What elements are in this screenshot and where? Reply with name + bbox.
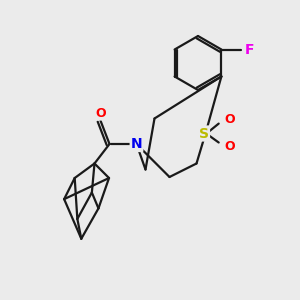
Text: O: O bbox=[224, 112, 235, 126]
Text: S: S bbox=[199, 127, 209, 140]
Text: O: O bbox=[224, 140, 235, 154]
Text: O: O bbox=[95, 106, 106, 120]
Text: N: N bbox=[131, 137, 142, 151]
Text: F: F bbox=[244, 43, 254, 56]
